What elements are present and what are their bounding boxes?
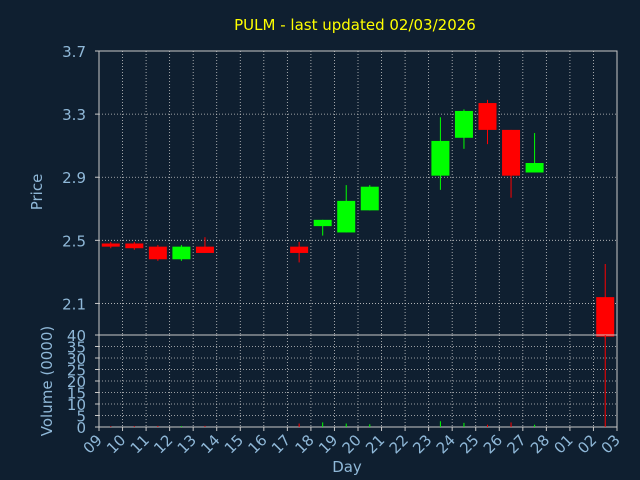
x-tick-label: 26 [480, 431, 506, 457]
volume-tick-label: 35 [67, 339, 86, 357]
volume-tick-label: 20 [67, 373, 86, 391]
candle-body [478, 103, 497, 130]
volume-tick-label: 5 [76, 408, 86, 426]
candle-17 [290, 241, 309, 263]
candle-body [148, 246, 167, 260]
x-tick-label: 20 [339, 431, 365, 457]
x-tick-label: 18 [292, 431, 318, 457]
x-tick-label: 03 [598, 431, 624, 457]
candle-body [125, 243, 144, 249]
candle-12 [172, 245, 191, 261]
candle-19 [337, 185, 356, 233]
candle-27 [525, 133, 544, 173]
volume-tick-label: 0 [76, 419, 86, 437]
volume-tick-label: 10 [67, 396, 86, 414]
x-axis-ticks: 0910111213141516171819202122232425262728… [80, 427, 624, 457]
candle-24 [454, 109, 473, 149]
volume-tick-label: 25 [67, 362, 86, 380]
x-tick-label: 24 [433, 431, 459, 457]
volume-tick-label: 40 [67, 327, 86, 345]
candle-body [454, 110, 473, 138]
candle-body [172, 246, 191, 260]
candle-body [101, 243, 120, 247]
price-tick-label: 2.9 [62, 169, 86, 187]
price-tick-label: 2.5 [62, 232, 86, 250]
candle-body [195, 246, 214, 253]
candle-body [337, 200, 356, 233]
x-tick-label: 28 [527, 431, 553, 457]
candle-body [313, 219, 332, 227]
price-panel: 2.1 2.5 2.9 3.3 3.7 [62, 43, 618, 339]
candle-23 [431, 117, 450, 190]
x-tick-label: 21 [362, 431, 388, 457]
x-tick-label: 25 [456, 431, 482, 457]
candle-18 [313, 219, 332, 236]
candle-09 [101, 241, 120, 249]
candle-body [596, 297, 615, 337]
x-tick-label: 23 [409, 431, 435, 457]
candle-11 [148, 245, 167, 261]
candle-body [525, 163, 544, 173]
candle-body [290, 246, 309, 253]
chart-title: PULM - last updated 02/03/2026 [234, 16, 476, 34]
x-tick-label: 22 [386, 431, 412, 457]
x-tick-label: 27 [503, 431, 529, 457]
price-tick-label: 3.7 [62, 43, 86, 61]
x-tick-label: 19 [315, 431, 341, 457]
candle-10 [125, 241, 144, 250]
price-axis-label: Price [28, 174, 46, 211]
candle-body [502, 129, 521, 176]
candle-body [431, 140, 450, 176]
price-tick-label: 3.3 [62, 106, 86, 124]
x-tick-label: 12 [150, 431, 176, 457]
candle-25 [478, 99, 497, 145]
x-tick-label: 17 [268, 431, 294, 457]
x-tick-label: 13 [174, 431, 200, 457]
candle-20 [360, 185, 379, 211]
volume-tick-label: 15 [67, 385, 86, 403]
x-tick-label: 16 [244, 431, 270, 457]
volume-tick-label: 30 [67, 350, 86, 368]
x-tick-label: 11 [127, 431, 153, 457]
candle-02 [596, 264, 615, 339]
x-tick-label: 10 [103, 431, 129, 457]
candle-body [360, 186, 379, 211]
volume-axis-label: Volume (0000) [38, 326, 56, 436]
x-tick-label: 15 [221, 431, 247, 457]
x-tick-label: 02 [574, 431, 600, 457]
candle-13 [195, 237, 214, 253]
x-tick-label: 01 [551, 431, 577, 457]
x-axis-label: Day [332, 458, 362, 476]
candle-26 [502, 129, 521, 198]
x-tick-label: 14 [197, 431, 223, 457]
price-tick-label: 2.1 [62, 295, 86, 313]
